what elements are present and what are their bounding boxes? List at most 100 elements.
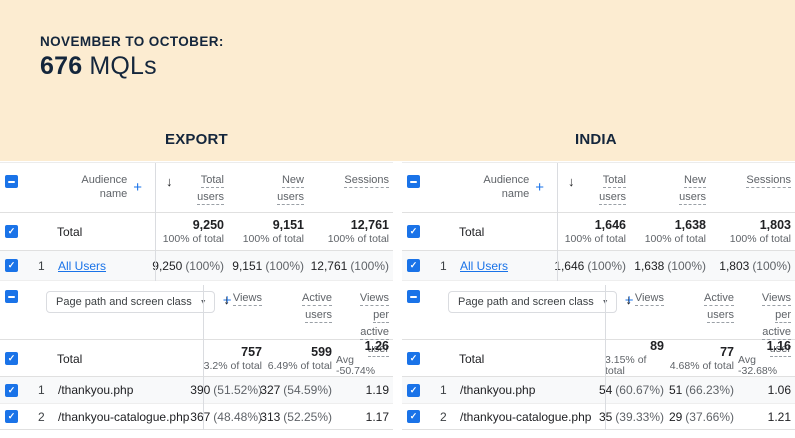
pages-header-row: Page path and screen class▼ + ↓Views Acti… <box>402 285 795 357</box>
add-dimension-icon[interactable]: + <box>624 292 634 309</box>
india-panel: Audience name + ↓ Total users New users Sessi… <box>402 162 795 430</box>
pages-table: Page path and screen class▼ + ↓Views Acti… <box>402 285 795 430</box>
row-checkbox[interactable]: ✓ <box>407 383 420 397</box>
column-header-total-users[interactable]: ↓ Total users <box>557 163 630 212</box>
add-dimension-icon[interactable]: + <box>222 292 232 309</box>
checkbox-cell: ✓ <box>0 251 30 280</box>
column-header-sessions[interactable]: Sessions <box>710 163 795 212</box>
column-header-new-users[interactable]: New users <box>228 163 308 212</box>
page-path: /thankyou-catalogue.php <box>460 409 592 424</box>
views-per-active-user-value: 1.17 <box>365 409 389 424</box>
views-per-active-user-total: 1.26 Avg -50.74% <box>336 339 389 377</box>
active-users-total: 599 6.49% of total <box>267 344 332 372</box>
select-all-pages-checkbox[interactable] <box>5 290 18 303</box>
audience-row-all-users: ✓ 1 All Users 9,250 (100%) 9,151 (100%) 12,… <box>0 251 393 281</box>
row-name-cell: 1 All Users <box>432 251 557 280</box>
column-header-sessions[interactable]: Sessions <box>308 163 393 212</box>
column-header-total-users[interactable]: ↓ Total users <box>155 163 228 212</box>
column-header-active-users[interactable]: Active users <box>668 285 738 360</box>
new-users-label: New users <box>679 174 706 205</box>
total-row-checkbox[interactable]: ✓ <box>5 352 18 365</box>
pages-header-row: Page path and screen class▼ + ↓Views Acti… <box>0 285 393 357</box>
row-checkbox[interactable]: ✓ <box>5 259 18 272</box>
dimension-selector[interactable]: Page path and screen class▼ <box>46 291 215 313</box>
page-path: /thankyou-catalogue.php <box>58 409 190 424</box>
all-users-link[interactable]: All Users <box>58 258 107 273</box>
audience-name-header[interactable]: Audience name + <box>30 163 155 212</box>
row-index: 1 <box>440 383 447 397</box>
check-icon: ✓ <box>409 260 418 270</box>
sort-descending-icon[interactable]: ↓ <box>568 174 575 189</box>
row-checkbox[interactable]: ✓ <box>407 410 420 423</box>
checkbox-cell: ✓ <box>0 340 30 377</box>
views-per-active-user-label: Views per active user <box>359 292 389 357</box>
total-users-total: 9,250 100% of total <box>162 217 224 245</box>
column-header-views-per-active-user[interactable]: Views per active user <box>336 285 393 360</box>
views-total: 89 3.15% of total <box>605 339 664 377</box>
dimension-selector-cell: Page path and screen class▼ + <box>432 285 633 360</box>
pages-total-row: ✓ Total 757 3.2% of total 599 6.49% of tot… <box>0 340 393 377</box>
row-checkbox[interactable]: ✓ <box>5 410 18 423</box>
audience-table: Audience name + ↓ Total users New users Sessi… <box>0 162 393 281</box>
column-divider <box>203 285 204 430</box>
sessions-value: 12,761 (100%) <box>310 258 389 273</box>
checkbox-cell: ✓ <box>0 377 30 403</box>
total-label: Total <box>57 224 83 239</box>
total-users-value: 9,250 (100%) <box>152 258 224 273</box>
column-divider <box>155 163 156 281</box>
column-header-views-per-active-user[interactable]: Views per active user <box>738 285 795 360</box>
column-header-views[interactable]: ↓ Views <box>605 285 668 360</box>
views-label: Views <box>232 292 262 306</box>
check-icon: ✓ <box>7 226 16 236</box>
check-icon: ✓ <box>7 384 16 395</box>
check-icon: ✓ <box>7 353 16 363</box>
column-header-new-users[interactable]: New users <box>630 163 710 212</box>
sort-descending-icon[interactable]: ↓ <box>223 292 230 307</box>
pages-table: Page path and screen class▼ + ↓Views Acti… <box>0 285 393 430</box>
audience-row-all-users: ✓ 1 All Users 1,646 (100%) 1,638 (100%) 1,8… <box>402 251 795 281</box>
dimension-selector-value: Page path and screen class <box>56 296 192 308</box>
column-header-active-users[interactable]: Active users <box>266 285 336 360</box>
audience-table: Audience name + ↓ Total users New users Sessi… <box>402 162 795 281</box>
column-header-views[interactable]: ↓ Views <box>203 285 266 360</box>
indeterminate-minus-icon <box>410 180 417 183</box>
select-all-audiences-checkbox[interactable] <box>407 175 420 188</box>
add-dimension-icon[interactable]: + <box>535 179 544 196</box>
total-row-checkbox[interactable]: ✓ <box>407 352 420 365</box>
dimension-selector[interactable]: Page path and screen class▼ <box>448 291 617 313</box>
select-all-pages-checkbox[interactable] <box>407 290 420 303</box>
column-divider <box>605 285 606 430</box>
total-row-checkbox[interactable]: ✓ <box>407 225 420 238</box>
india-section-title: INDIA <box>575 131 617 148</box>
check-icon: ✓ <box>7 260 16 270</box>
active-users-label: Active users <box>704 292 734 323</box>
all-users-link[interactable]: All Users <box>460 258 509 273</box>
indeterminate-minus-icon <box>8 180 15 183</box>
select-all-audiences-checkbox[interactable] <box>5 175 18 188</box>
row-index: 2 <box>440 409 447 424</box>
check-icon: ✓ <box>409 226 418 236</box>
row-name-cell: 1 All Users <box>30 251 155 280</box>
page-path: /thankyou.php <box>58 383 134 397</box>
views-value: 54(60.67%) <box>599 383 664 397</box>
sort-descending-icon[interactable]: ↓ <box>625 292 632 307</box>
row-name-cell: 2/thankyou-catalogue.php <box>30 404 203 429</box>
sessions-label: Sessions <box>746 174 791 188</box>
add-dimension-icon[interactable]: + <box>133 179 142 196</box>
check-icon: ✓ <box>409 384 418 395</box>
export-panel: Audience name + ↓ Total users New users Sessi… <box>0 162 393 430</box>
row-checkbox[interactable]: ✓ <box>407 259 420 272</box>
row-checkbox[interactable]: ✓ <box>5 383 18 397</box>
checkbox-cell: ✓ <box>0 213 30 250</box>
new-users-value: 9,151 (100%) <box>232 258 304 273</box>
sessions-total: 12,761 100% of total <box>327 217 389 245</box>
checkbox-cell: ✓ <box>402 251 432 280</box>
views-value: 390 (51.52%) <box>190 383 262 397</box>
total-row-checkbox[interactable]: ✓ <box>5 225 18 238</box>
new-users-label: New users <box>277 174 304 205</box>
audience-name-header[interactable]: Audience name + <box>432 163 557 212</box>
sort-descending-icon[interactable]: ↓ <box>166 174 173 189</box>
column-divider <box>557 163 558 281</box>
sessions-total: 1,803 100% of total <box>729 217 791 245</box>
audience-name-label: Audience name <box>483 174 530 200</box>
